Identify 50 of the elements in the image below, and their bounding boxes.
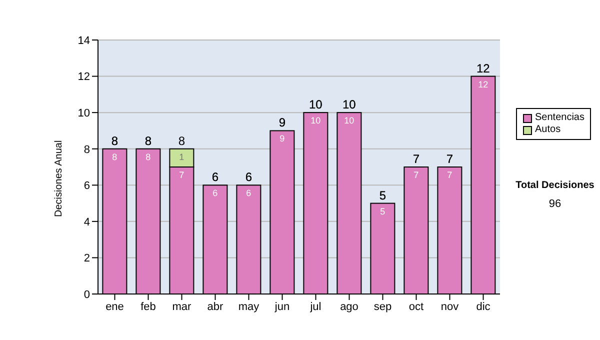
data-label: 7 bbox=[447, 170, 452, 180]
y-tick-label: 2 bbox=[84, 252, 90, 265]
total-label: 10 bbox=[309, 98, 323, 112]
data-label: 10 bbox=[344, 116, 354, 126]
data-label: 12 bbox=[478, 79, 488, 90]
total-label: 8 bbox=[144, 134, 152, 148]
data-label: 7 bbox=[414, 170, 419, 180]
data-label: 10 bbox=[310, 116, 321, 126]
x-tick-label: nov bbox=[440, 300, 460, 313]
total-label: 7 bbox=[412, 152, 420, 166]
data-label: 8 bbox=[112, 152, 118, 162]
x-tick-label: may bbox=[238, 300, 260, 313]
x-tick-label: feb bbox=[140, 300, 156, 313]
text: Total Decisiones bbox=[514, 180, 596, 191]
total-label: 7 bbox=[446, 152, 454, 166]
x-tick-label: mar bbox=[172, 300, 192, 313]
data-label: 6 bbox=[212, 188, 218, 198]
y-tick-label: 6 bbox=[84, 180, 90, 192]
y-tick-label: 14 bbox=[78, 34, 90, 47]
total-label: 8 bbox=[178, 134, 186, 148]
legend-label: Sentencias bbox=[535, 112, 584, 124]
data-label: 7 bbox=[179, 170, 184, 180]
total-label: 8 bbox=[111, 134, 118, 148]
x-tick-label: dic bbox=[476, 300, 491, 313]
y-tick-label: 12 bbox=[78, 71, 90, 84]
data-label: 8 bbox=[146, 152, 151, 162]
x-tick-label: oct bbox=[408, 300, 424, 313]
total-label: 5 bbox=[379, 188, 386, 202]
x-tick-label: sep bbox=[374, 300, 392, 313]
total-label: 12 bbox=[476, 61, 490, 76]
legend-label: Autos bbox=[535, 124, 561, 136]
total-label: 10 bbox=[342, 98, 356, 112]
data-label: 9 bbox=[280, 134, 285, 144]
y-tick-label: 10 bbox=[78, 107, 90, 120]
x-tick-label: ene bbox=[106, 300, 124, 313]
total-label: 6 bbox=[245, 170, 252, 184]
y-tick-label: 8 bbox=[84, 144, 90, 156]
x-tick-label: jun bbox=[274, 300, 290, 313]
y-axis-title: Decisiones Anual bbox=[54, 140, 65, 217]
x-tick-label: jul bbox=[309, 300, 322, 313]
data-label: 5 bbox=[380, 206, 386, 216]
text: 96 bbox=[548, 198, 562, 210]
x-tick-label: ago bbox=[340, 300, 358, 313]
data-label: 6 bbox=[246, 188, 252, 198]
data-label: 1 bbox=[179, 152, 184, 162]
total-label: 9 bbox=[278, 116, 286, 130]
y-tick-label: 4 bbox=[84, 216, 90, 228]
y-tick-label: 0 bbox=[84, 288, 90, 301]
total-label: 6 bbox=[212, 170, 219, 184]
x-tick-label: abr bbox=[207, 300, 224, 313]
